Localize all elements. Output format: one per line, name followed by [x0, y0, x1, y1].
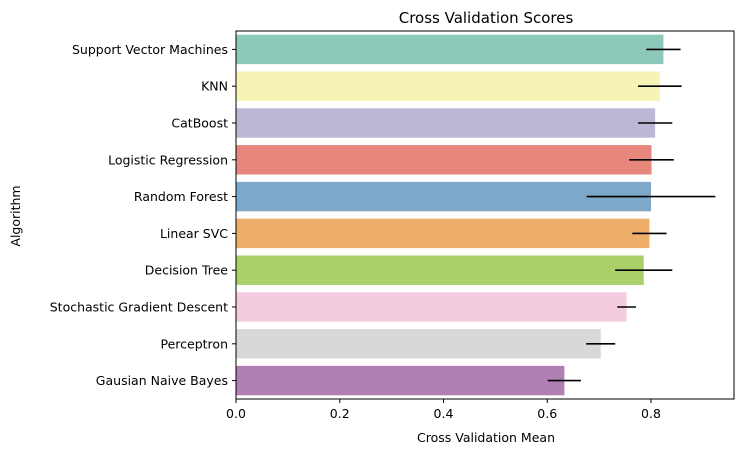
y-tick-label: Linear SVC [160, 226, 228, 241]
y-axis-label: Algorithm [8, 185, 23, 246]
bar [236, 145, 652, 175]
y-tick-label: Support Vector Machines [72, 42, 228, 57]
bars-group [236, 34, 664, 396]
x-tick-label: 0.2 [330, 406, 350, 421]
bar [236, 71, 660, 101]
y-tick-label: Stochastic Gradient Descent [50, 300, 228, 315]
bar [236, 365, 565, 396]
y-tick-label: Perceptron [161, 336, 228, 351]
bar [236, 292, 627, 322]
x-tick-label: 0.8 [641, 406, 661, 421]
bar [236, 34, 664, 65]
x-tick-label: 0.0 [226, 406, 246, 421]
chart-title: Cross Validation Scores [399, 9, 574, 27]
y-tick-label: Gausian Naive Bayes [96, 373, 228, 388]
bar [236, 108, 656, 138]
y-tick-label: Decision Tree [145, 263, 229, 278]
bar [236, 329, 601, 359]
x-tick-label: 0.6 [537, 406, 557, 421]
plot-frame [235, 30, 735, 400]
x-axis-label: Cross Validation Mean [417, 430, 555, 445]
error-bars-group [547, 48, 716, 382]
y-tick-label: KNN [201, 79, 228, 94]
y-tick-label: CatBoost [171, 116, 228, 131]
x-tick-label: 0.4 [434, 406, 454, 421]
y-tick-label: Logistic Regression [108, 152, 228, 167]
y-tick-label: Random Forest [134, 189, 228, 204]
bar [236, 255, 644, 285]
bar [236, 181, 651, 212]
bar [236, 218, 650, 249]
y-axis-ticks: Support Vector Machines KNN CatBoost Logist… [50, 42, 236, 388]
x-axis-ticks: 0.0 0.2 0.4 0.6 0.8 [226, 399, 661, 421]
